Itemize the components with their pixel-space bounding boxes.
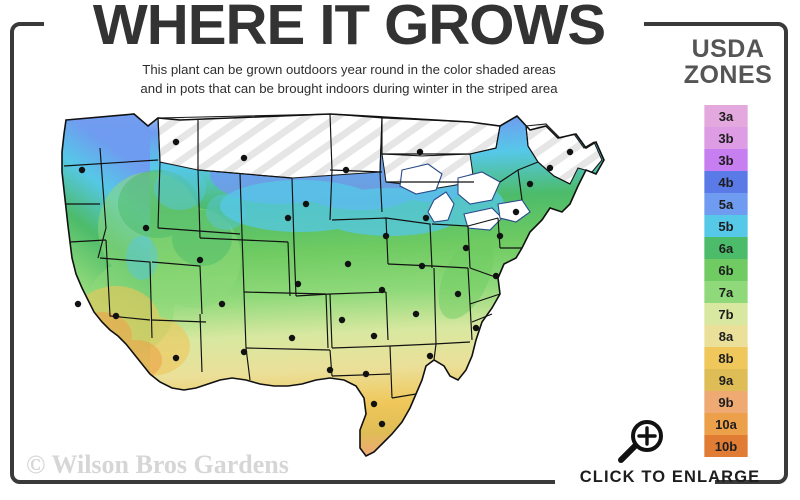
map-city-dots bbox=[74, 138, 574, 428]
frame-title-gap bbox=[44, 14, 644, 32]
zone-swatch: 8a bbox=[704, 325, 748, 347]
frame-cta-gap bbox=[555, 472, 715, 488]
magnifier-plus-icon[interactable] bbox=[617, 418, 669, 464]
zone-swatch: 3a bbox=[704, 105, 748, 127]
subtitle-line-1: This plant can be grown outdoors year ro… bbox=[142, 62, 556, 77]
zone-swatch: 6a bbox=[704, 237, 748, 259]
click-to-enlarge-label[interactable]: CLICK TO ENLARGE bbox=[579, 468, 761, 486]
map-borders bbox=[61, 113, 605, 458]
map-canvas[interactable] bbox=[30, 108, 660, 468]
zone-swatch: 3b bbox=[704, 127, 748, 149]
zone-swatch: 4b bbox=[704, 171, 748, 193]
subtitle-line-2: and in pots that can be brought indoors … bbox=[140, 81, 558, 96]
page-subtitle: This plant can be grown outdoors year ro… bbox=[44, 60, 654, 98]
zone-swatch: 7a bbox=[704, 281, 748, 303]
zone-swatch: 8b bbox=[704, 347, 748, 369]
zone-legend-swatches: 3a 3b 3b 4b 5a 5b 6a 6b 7a 7b 8a 8b 9a 9b 10a 10b bbox=[704, 105, 748, 457]
zone-swatch: 3b bbox=[704, 149, 748, 171]
legend-title-line-2: ZONES bbox=[683, 61, 773, 89]
zone-swatch: 9a bbox=[704, 369, 748, 391]
legend-title-line-1: USDA bbox=[691, 35, 765, 63]
legend-title: USDA ZONES bbox=[668, 36, 788, 88]
zone-swatch: 10a bbox=[704, 413, 748, 435]
watermark: © Wilson Bros Gardens bbox=[26, 450, 289, 479]
map-striped-region bbox=[157, 113, 603, 189]
usa-zone-map-svg[interactable] bbox=[30, 108, 660, 468]
page-title: WHERE IT GROWS bbox=[92, 0, 606, 57]
zone-swatch: 5b bbox=[704, 215, 748, 237]
zone-swatch: 5a bbox=[704, 193, 748, 215]
zone-swatch: 10b bbox=[704, 435, 748, 457]
zone-swatch: 6b bbox=[704, 259, 748, 281]
zone-swatch: 7b bbox=[704, 303, 748, 325]
zone-swatch: 9b bbox=[704, 391, 748, 413]
